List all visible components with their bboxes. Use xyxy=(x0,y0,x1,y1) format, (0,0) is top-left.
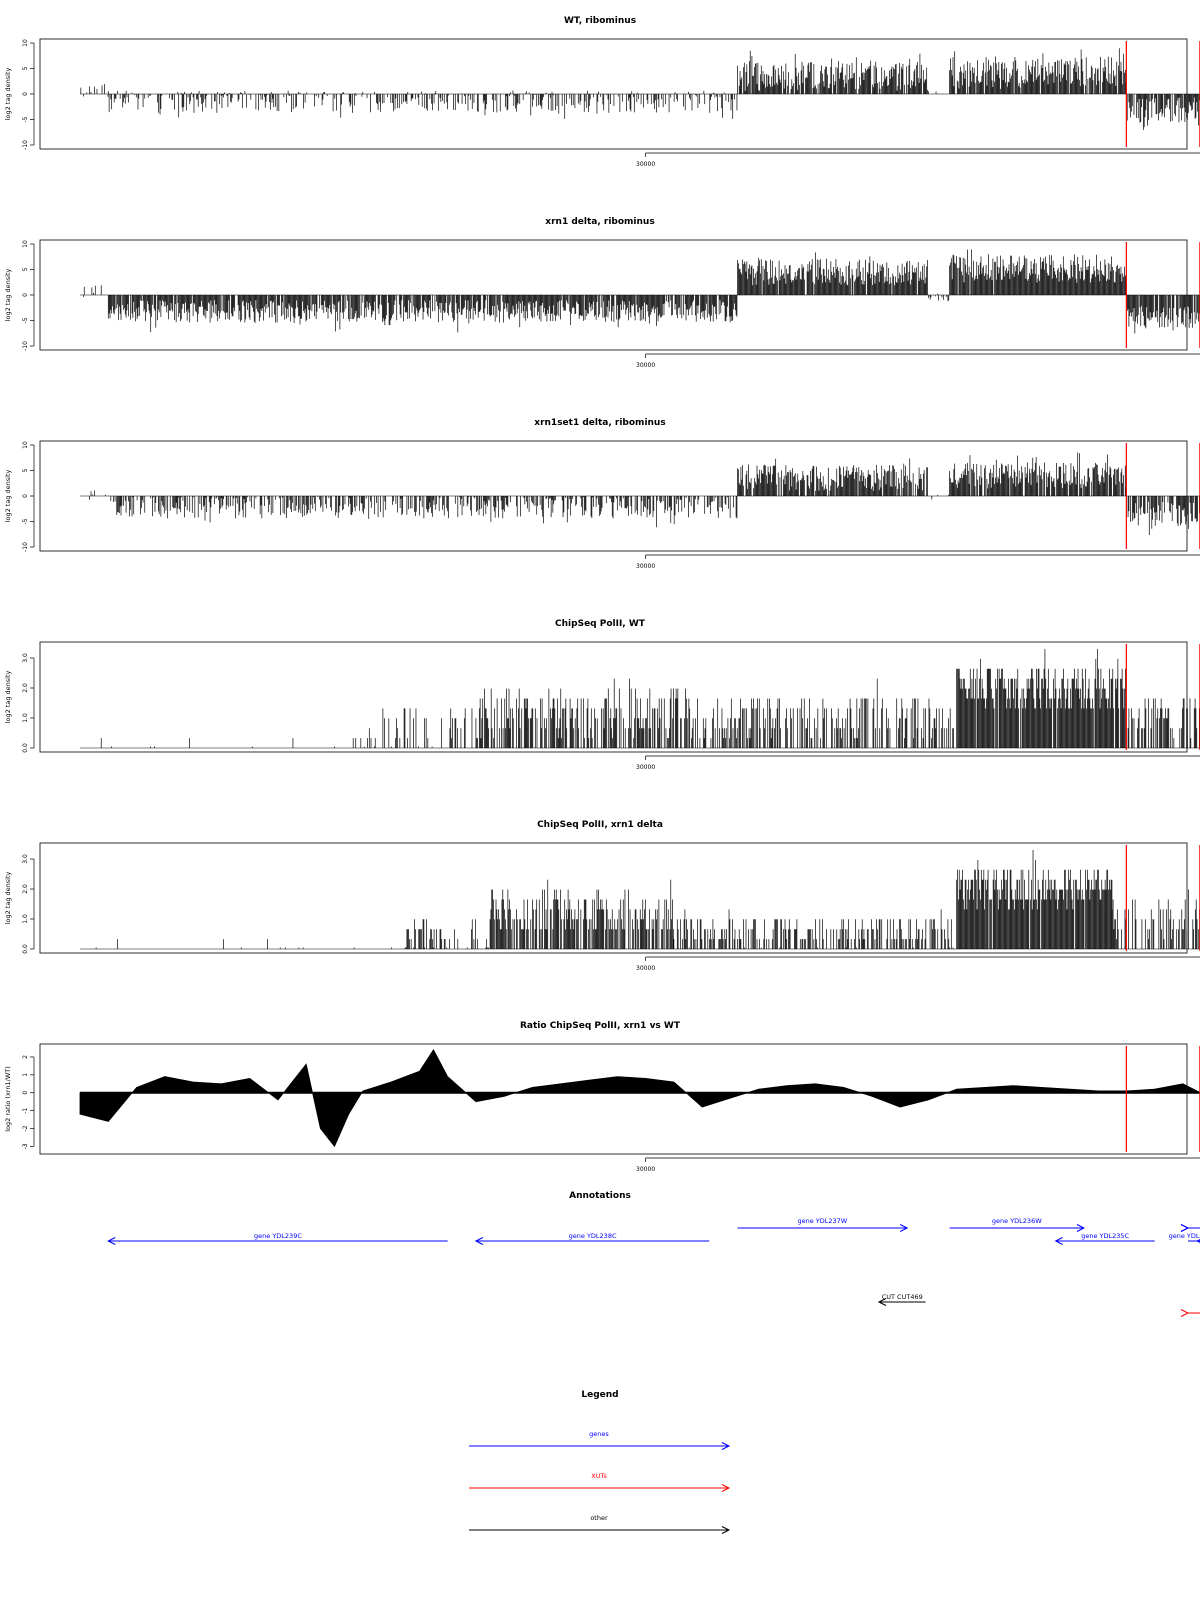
data-series xyxy=(80,48,1200,130)
y-axis: -10 -5 0 5 10 xyxy=(22,441,35,552)
y-tick-label: 10 xyxy=(22,441,29,449)
y-tick-label: 0 xyxy=(22,293,29,297)
y-tick-label: -10 xyxy=(22,542,29,552)
y-tick-label: 10 xyxy=(22,240,29,248)
y-tick-label: 5 xyxy=(22,468,29,472)
y-axis: -10 -5 0 5 10 xyxy=(22,39,35,150)
y-axis-label: log2 tag density xyxy=(4,68,12,121)
y-tick-label: 0 xyxy=(22,494,29,498)
y-tick-label: -5 xyxy=(22,116,29,122)
data-series xyxy=(80,249,1200,334)
x-tick-label: 30000 xyxy=(636,362,655,369)
chart-panel: xrn1 delta, ribominus -10 -5 0 5 10 log2 tag d… xyxy=(4,217,1200,369)
y-tick-label: 10 xyxy=(22,39,29,47)
y-axis-label: log2 tag density xyxy=(4,269,12,322)
y-tick-label: 5 xyxy=(22,267,29,271)
chart-title: WT, ribominus xyxy=(564,16,636,26)
x-tick-label: 30000 xyxy=(636,161,655,168)
x-axis: 300003500040000 xyxy=(636,353,1200,369)
data-series xyxy=(80,452,1200,535)
x-axis: 300003500040000 xyxy=(636,152,1200,168)
y-tick-label: -5 xyxy=(22,317,29,323)
y-axis: -10 -5 0 5 10 xyxy=(22,240,35,351)
chart-title: xrn1 delta, ribominus xyxy=(545,217,654,227)
y-tick-label: -5 xyxy=(22,518,29,524)
y-tick-label: -10 xyxy=(22,140,29,150)
y-axis-label: log2 tag density xyxy=(4,470,12,523)
chart-panel: xrn1set1 delta, ribominus -10 -5 0 5 10 log2 t… xyxy=(4,418,1200,570)
y-tick-label: 0 xyxy=(22,92,29,96)
x-tick-label: 30000 xyxy=(636,563,655,570)
chart-panel: WT, ribominus -10 -5 0 5 10 log2 tag density 30… xyxy=(4,16,1200,168)
y-tick-label: 5 xyxy=(22,66,29,70)
x-axis: 300003500040000 xyxy=(636,554,1200,570)
y-tick-label: -10 xyxy=(22,341,29,351)
chart-title: xrn1set1 delta, ribominus xyxy=(534,418,665,428)
